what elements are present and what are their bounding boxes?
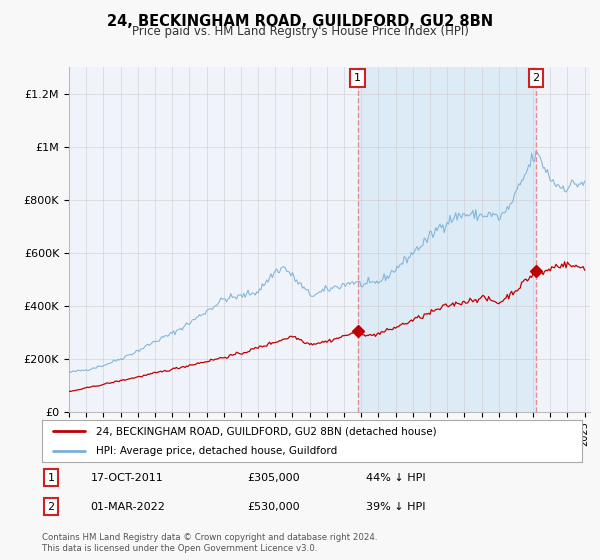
Text: £305,000: £305,000 (247, 473, 300, 483)
Text: 39% ↓ HPI: 39% ↓ HPI (366, 502, 425, 512)
Text: 17-OCT-2011: 17-OCT-2011 (91, 473, 163, 483)
Text: 2: 2 (532, 73, 539, 83)
Bar (358, 67, 536, 412)
Text: Price paid vs. HM Land Registry's House Price Index (HPI): Price paid vs. HM Land Registry's House … (131, 25, 469, 38)
Text: 1: 1 (354, 73, 361, 83)
Text: £530,000: £530,000 (247, 502, 300, 512)
Text: 01-MAR-2022: 01-MAR-2022 (91, 502, 166, 512)
Text: 24, BECKINGHAM ROAD, GUILDFORD, GU2 8BN (detached house): 24, BECKINGHAM ROAD, GUILDFORD, GU2 8BN … (96, 426, 437, 436)
Text: 1: 1 (47, 473, 55, 483)
Text: Contains HM Land Registry data © Crown copyright and database right 2024.
This d: Contains HM Land Registry data © Crown c… (42, 533, 377, 553)
Text: 44% ↓ HPI: 44% ↓ HPI (366, 473, 425, 483)
Text: 24, BECKINGHAM ROAD, GUILDFORD, GU2 8BN: 24, BECKINGHAM ROAD, GUILDFORD, GU2 8BN (107, 14, 493, 29)
Text: HPI: Average price, detached house, Guildford: HPI: Average price, detached house, Guil… (96, 446, 337, 456)
Text: 2: 2 (47, 502, 55, 512)
